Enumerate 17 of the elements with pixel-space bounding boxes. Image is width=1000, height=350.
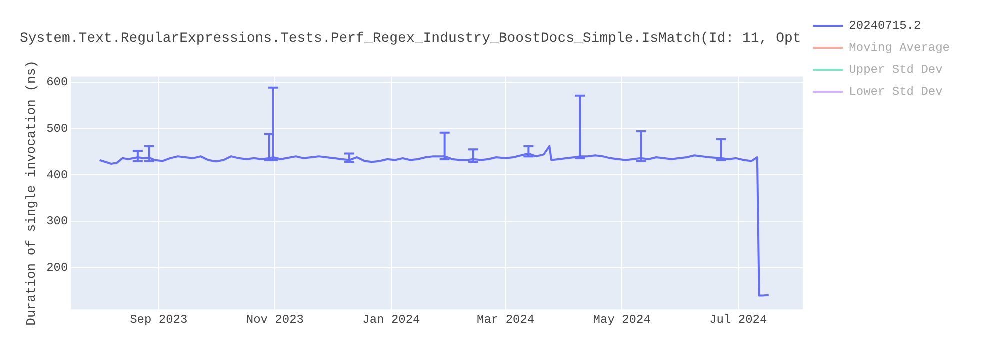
y-tick-label: 600	[46, 76, 68, 90]
x-tick-label: Jan 2024	[362, 312, 420, 327]
chart-title: System.Text.RegularExpressions.Tests.Perf_Regex_Industry_BoostDocs_Simple.IsMatch(Id: 11, Opt	[20, 31, 802, 48]
legend-label: Moving Average	[849, 41, 950, 56]
y-tick-label: 500	[46, 122, 68, 136]
x-tick-label: Sep 2023	[130, 312, 188, 327]
legend-label: Lower Std Dev	[849, 85, 943, 100]
legend-label: 20240715.2	[849, 19, 922, 34]
x-tick-label: Jul 2024	[710, 312, 768, 327]
y-tick-label: 300	[46, 214, 68, 229]
y-tick-label: 200	[46, 261, 68, 276]
legend-label: Upper Std Dev	[849, 63, 943, 78]
y-tick-label: 400	[46, 168, 68, 182]
x-tick-label: May 2024	[593, 312, 651, 327]
x-tick-label: Mar 2024	[477, 312, 535, 327]
x-tick-label: Nov 2023	[246, 312, 304, 327]
y-axis-title: Duration of single invocation (ns)	[24, 60, 40, 326]
